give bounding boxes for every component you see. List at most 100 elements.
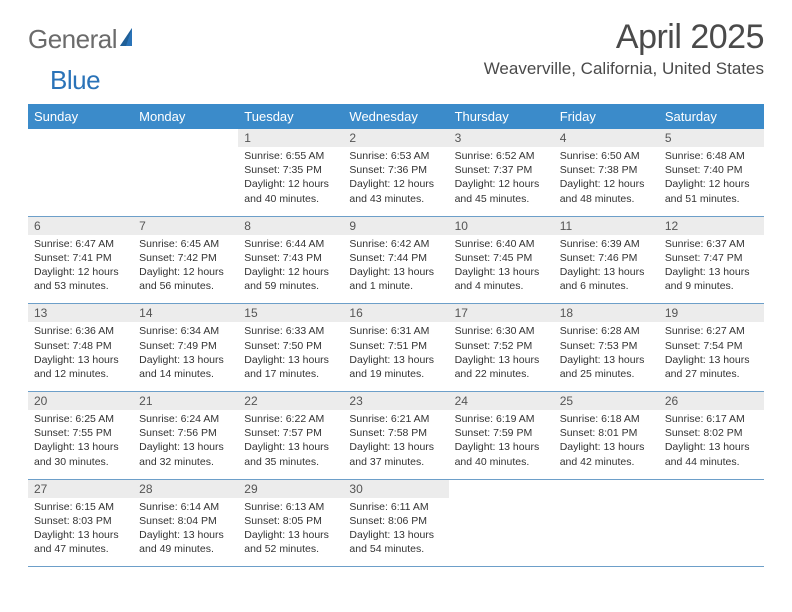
day-number-cell: 14 (133, 304, 238, 323)
day-number-cell: 8 (238, 216, 343, 235)
day-number: 22 (244, 394, 337, 408)
day-number: 26 (665, 394, 758, 408)
day-detail: Sunrise: 6:34 AMSunset: 7:49 PMDaylight:… (139, 324, 232, 381)
day-detail-cell: Sunrise: 6:53 AMSunset: 7:36 PMDaylight:… (343, 147, 448, 216)
day-number: 2 (349, 131, 442, 145)
day-number: 12 (665, 219, 758, 233)
day-number-cell: 2 (343, 129, 448, 147)
day-number: 3 (455, 131, 548, 145)
day-detail: Sunrise: 6:15 AMSunset: 8:03 PMDaylight:… (34, 500, 127, 557)
day-number-cell (449, 479, 554, 498)
day-number: 8 (244, 219, 337, 233)
day-detail-cell: Sunrise: 6:27 AMSunset: 7:54 PMDaylight:… (659, 322, 764, 391)
col-thursday: Thursday (449, 104, 554, 129)
brand-sail-icon (119, 26, 139, 53)
day-detail-cell (133, 147, 238, 216)
day-number-cell (133, 129, 238, 147)
day-number: 25 (560, 394, 653, 408)
day-number-cell: 4 (554, 129, 659, 147)
day-number: 27 (34, 482, 127, 496)
day-number-cell: 20 (28, 392, 133, 411)
day-detail-cell: Sunrise: 6:25 AMSunset: 7:55 PMDaylight:… (28, 410, 133, 479)
day-detail-cell: Sunrise: 6:50 AMSunset: 7:38 PMDaylight:… (554, 147, 659, 216)
location-label: Weaverville, California, United States (484, 59, 764, 79)
day-number: 19 (665, 306, 758, 320)
col-wednesday: Wednesday (343, 104, 448, 129)
day-number: 30 (349, 482, 442, 496)
day-detail-cell: Sunrise: 6:55 AMSunset: 7:35 PMDaylight:… (238, 147, 343, 216)
day-number: 5 (665, 131, 758, 145)
day-number: 24 (455, 394, 548, 408)
col-friday: Friday (554, 104, 659, 129)
day-number: 18 (560, 306, 653, 320)
day-detail-cell: Sunrise: 6:22 AMSunset: 7:57 PMDaylight:… (238, 410, 343, 479)
day-detail-cell: Sunrise: 6:21 AMSunset: 7:58 PMDaylight:… (343, 410, 448, 479)
day-number: 21 (139, 394, 232, 408)
day-detail-cell: Sunrise: 6:48 AMSunset: 7:40 PMDaylight:… (659, 147, 764, 216)
day-detail-cell (28, 147, 133, 216)
day-detail-cell (659, 498, 764, 567)
day-number-cell: 15 (238, 304, 343, 323)
day-detail: Sunrise: 6:44 AMSunset: 7:43 PMDaylight:… (244, 237, 337, 294)
day-detail: Sunrise: 6:48 AMSunset: 7:40 PMDaylight:… (665, 149, 758, 206)
day-detail-cell: Sunrise: 6:45 AMSunset: 7:42 PMDaylight:… (133, 235, 238, 304)
day-number-cell (659, 479, 764, 498)
day-number: 7 (139, 219, 232, 233)
day-detail-cell: Sunrise: 6:31 AMSunset: 7:51 PMDaylight:… (343, 322, 448, 391)
day-detail-cell: Sunrise: 6:47 AMSunset: 7:41 PMDaylight:… (28, 235, 133, 304)
day-number-cell: 17 (449, 304, 554, 323)
calendar-table: Sunday Monday Tuesday Wednesday Thursday… (28, 104, 764, 567)
day-detail-cell: Sunrise: 6:36 AMSunset: 7:48 PMDaylight:… (28, 322, 133, 391)
day-number-cell: 6 (28, 216, 133, 235)
day-number: 15 (244, 306, 337, 320)
day-detail: Sunrise: 6:53 AMSunset: 7:36 PMDaylight:… (349, 149, 442, 206)
day-detail: Sunrise: 6:11 AMSunset: 8:06 PMDaylight:… (349, 500, 442, 557)
day-number-cell: 16 (343, 304, 448, 323)
day-detail-cell (554, 498, 659, 567)
month-title: April 2025 (484, 18, 764, 57)
day-number: 4 (560, 131, 653, 145)
day-detail: Sunrise: 6:55 AMSunset: 7:35 PMDaylight:… (244, 149, 337, 206)
day-detail: Sunrise: 6:50 AMSunset: 7:38 PMDaylight:… (560, 149, 653, 206)
brand-text-2: Blue (50, 65, 100, 96)
day-detail: Sunrise: 6:31 AMSunset: 7:51 PMDaylight:… (349, 324, 442, 381)
day-detail: Sunrise: 6:19 AMSunset: 7:59 PMDaylight:… (455, 412, 548, 469)
day-detail: Sunrise: 6:17 AMSunset: 8:02 PMDaylight:… (665, 412, 758, 469)
week-daynum-row: 20212223242526 (28, 392, 764, 411)
day-detail-cell: Sunrise: 6:28 AMSunset: 7:53 PMDaylight:… (554, 322, 659, 391)
week-daynum-row: 12345 (28, 129, 764, 147)
day-number-cell: 24 (449, 392, 554, 411)
day-detail: Sunrise: 6:27 AMSunset: 7:54 PMDaylight:… (665, 324, 758, 381)
day-detail: Sunrise: 6:47 AMSunset: 7:41 PMDaylight:… (34, 237, 127, 294)
day-detail-cell (449, 498, 554, 567)
day-detail-cell: Sunrise: 6:13 AMSunset: 8:05 PMDaylight:… (238, 498, 343, 567)
day-number-cell: 11 (554, 216, 659, 235)
day-number: 10 (455, 219, 548, 233)
week-daynum-row: 6789101112 (28, 216, 764, 235)
day-detail-cell: Sunrise: 6:42 AMSunset: 7:44 PMDaylight:… (343, 235, 448, 304)
col-monday: Monday (133, 104, 238, 129)
day-number-cell: 25 (554, 392, 659, 411)
day-detail: Sunrise: 6:28 AMSunset: 7:53 PMDaylight:… (560, 324, 653, 381)
day-detail-cell: Sunrise: 6:30 AMSunset: 7:52 PMDaylight:… (449, 322, 554, 391)
day-detail-cell: Sunrise: 6:44 AMSunset: 7:43 PMDaylight:… (238, 235, 343, 304)
day-detail: Sunrise: 6:21 AMSunset: 7:58 PMDaylight:… (349, 412, 442, 469)
day-detail: Sunrise: 6:36 AMSunset: 7:48 PMDaylight:… (34, 324, 127, 381)
day-detail-cell: Sunrise: 6:34 AMSunset: 7:49 PMDaylight:… (133, 322, 238, 391)
day-detail: Sunrise: 6:14 AMSunset: 8:04 PMDaylight:… (139, 500, 232, 557)
week-daynum-row: 27 28 29 30 (28, 479, 764, 498)
week-detail-row: Sunrise: 6:55 AMSunset: 7:35 PMDaylight:… (28, 147, 764, 216)
col-sunday: Sunday (28, 104, 133, 129)
day-number-cell: 5 (659, 129, 764, 147)
day-detail: Sunrise: 6:33 AMSunset: 7:50 PMDaylight:… (244, 324, 337, 381)
day-detail: Sunrise: 6:40 AMSunset: 7:45 PMDaylight:… (455, 237, 548, 294)
day-number-cell: 28 (133, 479, 238, 498)
day-detail: Sunrise: 6:39 AMSunset: 7:46 PMDaylight:… (560, 237, 653, 294)
day-number: 13 (34, 306, 127, 320)
col-saturday: Saturday (659, 104, 764, 129)
day-detail: Sunrise: 6:52 AMSunset: 7:37 PMDaylight:… (455, 149, 548, 206)
day-number: 29 (244, 482, 337, 496)
day-number: 20 (34, 394, 127, 408)
day-number: 1 (244, 131, 337, 145)
week-detail-row: Sunrise: 6:25 AMSunset: 7:55 PMDaylight:… (28, 410, 764, 479)
